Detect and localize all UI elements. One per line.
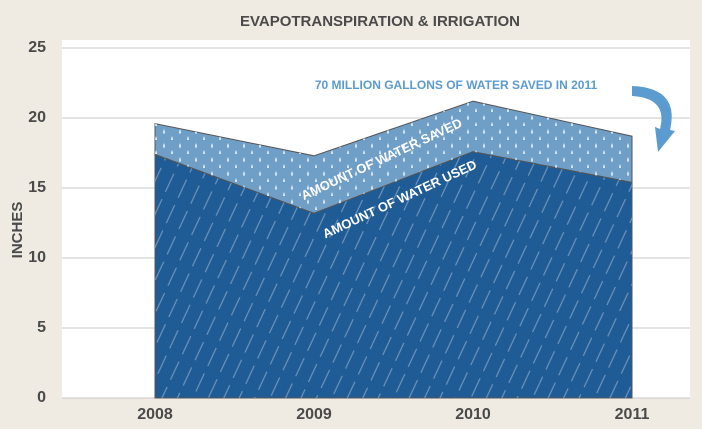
annotation-arrow bbox=[632, 86, 675, 152]
y-tick-label: 5 bbox=[37, 319, 46, 336]
x-tick-label: 2011 bbox=[615, 406, 650, 423]
area-texture bbox=[155, 151, 632, 398]
x-tick-label: 2010 bbox=[455, 406, 491, 423]
x-tick-label: 2008 bbox=[137, 406, 173, 423]
area-texture bbox=[155, 101, 632, 214]
y-tick-label: 15 bbox=[28, 179, 46, 196]
y-tick-label: 20 bbox=[28, 109, 46, 126]
y-axis-label: INCHES bbox=[9, 202, 26, 259]
annotation: 70 MILLION GALLONS OF WATER SAVED IN 201… bbox=[315, 78, 598, 92]
y-tick-label: 0 bbox=[37, 389, 46, 406]
y-tick-label: 25 bbox=[28, 39, 46, 56]
chart-title: EVAPOTRANSPIRATION & IRRIGATION bbox=[240, 13, 520, 30]
y-tick-label: 10 bbox=[28, 249, 46, 266]
x-tick-label: 2009 bbox=[296, 406, 332, 423]
